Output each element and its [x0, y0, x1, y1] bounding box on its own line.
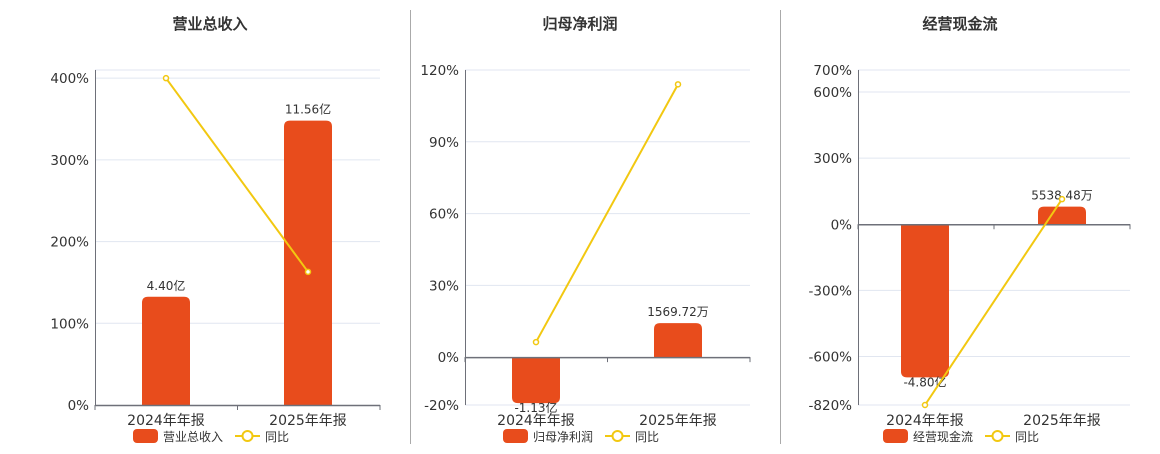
bar-2025年年报 [284, 120, 332, 406]
legend-bar-swatch [883, 429, 908, 443]
y-tick-label: 600% [813, 85, 852, 101]
legend-line-marker [611, 430, 624, 442]
yoy-point-2025年年报 [1058, 195, 1066, 203]
y-tick-label: -600% [809, 350, 853, 366]
y-tick-label: 90% [429, 135, 459, 151]
yoy-line [924, 198, 1063, 406]
legend-bar-label: 营业总收入 [163, 430, 223, 444]
legend-line-marker [241, 430, 254, 442]
chart-title: 归母净利润 [542, 15, 617, 33]
chart-panel-1: 营业总收入 0% 100% 200% 300% 400% 4.40亿 11.56亿 2024年年… [50, 15, 381, 444]
y-tick-label: 300% [813, 151, 852, 167]
yoy-point-2024年年报 [162, 74, 170, 82]
legend-bar-label: 归母净利润 [533, 430, 593, 444]
bar-data-label: -4.80亿 [903, 374, 946, 389]
bar-2024年年报 [512, 357, 560, 404]
yoy-point-2025年年报 [674, 81, 682, 88]
legend-bar-label: 经营现金流 [913, 429, 973, 444]
y-tick-label: 120% [420, 63, 459, 79]
y-tick-label: 0% [438, 350, 460, 366]
legend-bar-swatch [503, 429, 528, 443]
x-tick-label: 2025年年报 [269, 413, 347, 429]
yoy-point-2024年年报 [921, 401, 929, 409]
bar-data-label: 5538.48万 [1031, 189, 1093, 203]
yoy-point-2024年年报 [532, 338, 540, 346]
chart-panel-2: 归母净利润 -20% 0% 30% 60% 90% 120% -1.13亿 1569.72万 20… [420, 15, 751, 444]
y-tick-label: 0% [831, 217, 853, 233]
x-tick-label: 2024年年报 [886, 413, 964, 429]
y-tick-label: 300% [50, 153, 89, 169]
y-tick-label: 400% [50, 71, 89, 87]
x-tick-label: 2025年年报 [1023, 413, 1101, 429]
y-tick-label: -820% [809, 398, 853, 414]
bar-2024年年报 [901, 224, 949, 378]
y-tick-label: 0% [68, 398, 90, 414]
legend-line-marker [991, 430, 1004, 442]
y-tick-label: 200% [50, 235, 89, 251]
bar-2025年年报 [1038, 206, 1086, 225]
bar-2025年年报 [654, 323, 702, 358]
chart-panel-3: 经营现金流 -820% -600% -300% 0% 300% 600% 700% -4.80亿… [809, 15, 1131, 444]
legend-line-label: 同比 [1015, 430, 1039, 444]
legend-line-label: 同比 [635, 430, 659, 444]
yoy-line [535, 83, 679, 343]
bar-data-label: -1.13亿 [514, 400, 557, 415]
bar-data-label: 1569.72万 [647, 305, 709, 319]
x-tick-label: 2024年年报 [497, 413, 575, 429]
chart-title: 营业总收入 [172, 15, 247, 33]
x-tick-label: 2024年年报 [127, 413, 205, 429]
yoy-line [165, 77, 309, 273]
chart-title: 经营现金流 [922, 15, 997, 33]
bar-data-label: 11.56亿 [285, 102, 331, 117]
y-tick-label: 100% [50, 316, 89, 332]
legend-bar-swatch [133, 429, 158, 443]
legend-line-label: 同比 [265, 430, 289, 444]
x-tick-label: 2025年年报 [639, 413, 717, 429]
y-tick-label: 30% [429, 278, 459, 294]
y-tick-label: -300% [809, 283, 853, 299]
y-tick-label: -20% [424, 398, 459, 414]
y-tick-label: 700% [813, 63, 852, 79]
yoy-point-2025年年报 [304, 268, 312, 276]
bar-data-label: 4.40亿 [147, 278, 186, 293]
bar-2024年年报 [142, 296, 190, 405]
y-tick-label: 60% [429, 207, 459, 223]
